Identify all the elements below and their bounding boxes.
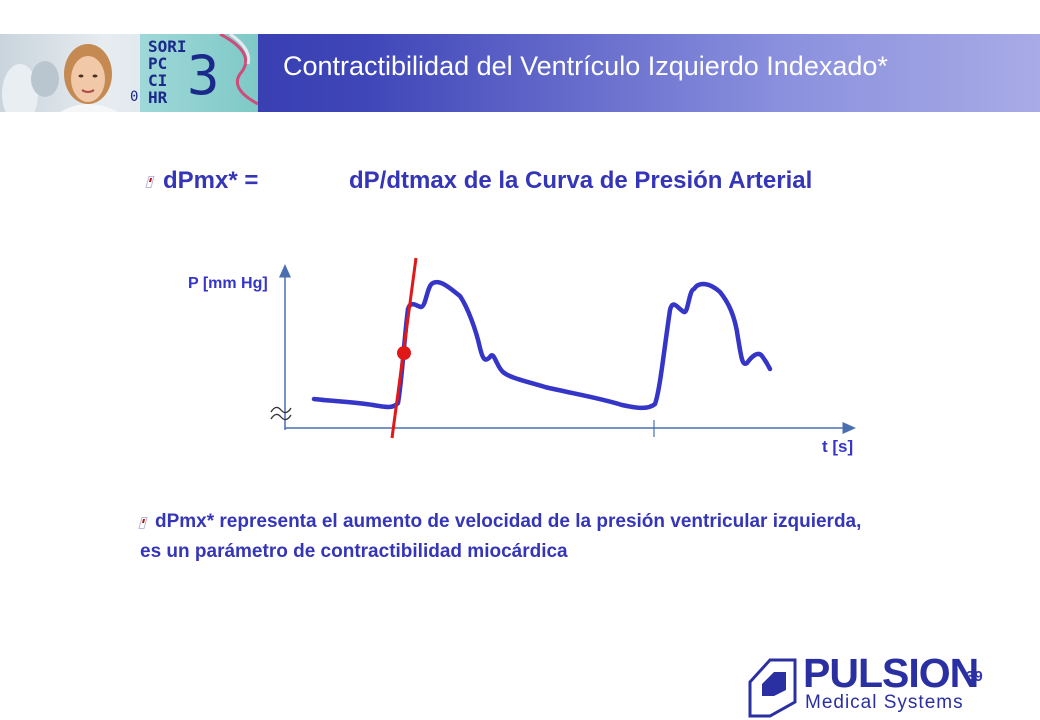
- x-axis-label: t [s]: [822, 437, 854, 456]
- max-slope-point: [397, 346, 411, 360]
- logo-subtitle: Medical Systems: [805, 692, 964, 713]
- monitor-small-digit: 0: [130, 89, 139, 105]
- slide-title: Contractibilidad del Ventrículo Izquierd…: [283, 51, 888, 81]
- axis-break-icon: [270, 406, 292, 421]
- bullet1-term: dPmx* =: [163, 167, 259, 194]
- y-axis-label: P [mm Hg]: [188, 275, 268, 292]
- logo-wordmark: PULSION: [803, 650, 979, 696]
- bullet2-line1: dPmx* representa el aumento de velocidad…: [155, 511, 862, 532]
- monitor-labels: SORI PC CI HR: [148, 37, 187, 107]
- patient-monitor-image: SORI PC CI HR 3 0: [130, 34, 258, 112]
- monitor-digit: 3: [187, 44, 220, 107]
- bullet1-definition: dP/dtmax de la Curva de Presión Arterial: [349, 167, 813, 194]
- doctor-image: [2, 44, 118, 112]
- page-number: 39: [966, 668, 983, 685]
- bullet2-line2: es un parámetro de contractibilidad mioc…: [140, 541, 568, 562]
- header-photo: SORI PC CI HR 3 0: [0, 34, 258, 112]
- tubing-icon: [219, 34, 258, 106]
